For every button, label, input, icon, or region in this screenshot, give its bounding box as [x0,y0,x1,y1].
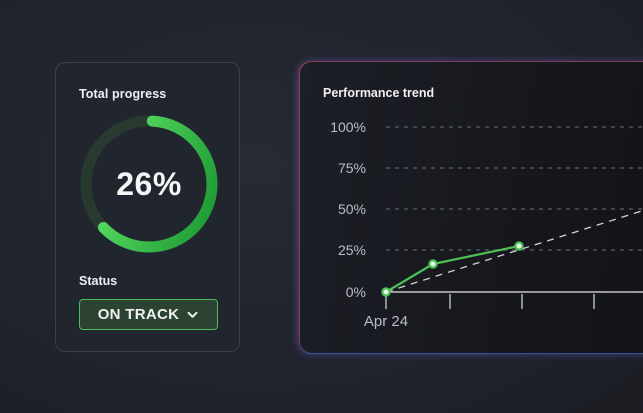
target-trend-line [385,209,643,293]
status-value: ON TRACK [97,306,180,323]
y-tick-0: 0% [346,284,366,300]
y-tick-100: 100% [330,119,366,135]
y-axis-labels: 100% 75% 50% 25% 0% [330,119,366,300]
y-tick-75: 75% [338,160,366,176]
total-progress-card: Total progress 26% Status ON TRACK [55,62,240,352]
performance-trend-title: Performance trend [323,86,435,100]
grid-lines [386,126,643,251]
performance-trend-card: Performance trend 100% 75% 50% 25% 0% Ap… [300,62,643,353]
y-tick-25: 25% [338,242,366,258]
total-progress-title: Total progress [79,87,167,101]
data-point [514,241,524,251]
performance-line-chart: 100% 75% 50% 25% 0% Apr 24 [330,119,643,330]
status-label: Status [79,274,118,288]
x-tick-label-apr-24: Apr 24 [364,313,408,330]
x-axis-ticks [385,294,595,309]
y-tick-50: 50% [338,201,366,217]
actual-progress-line [385,244,520,293]
progress-percent: 26% [116,165,182,202]
data-point [428,259,438,269]
chevron-down-icon [187,310,199,320]
progress-ring: 26% [78,113,220,255]
data-points [381,241,524,297]
status-dropdown[interactable]: ON TRACK [79,299,218,330]
data-point [381,287,391,297]
